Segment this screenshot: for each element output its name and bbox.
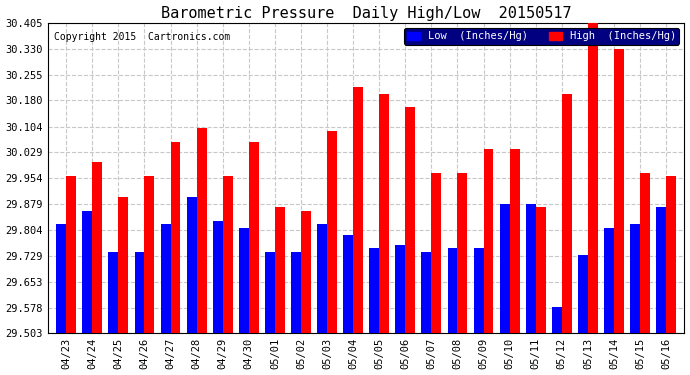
Bar [343,235,353,333]
Bar [353,87,363,333]
Bar [369,248,380,333]
Bar [161,224,170,333]
Bar [395,245,405,333]
Bar [500,204,510,333]
Bar [614,49,624,333]
Bar [92,162,102,333]
Bar [291,252,301,333]
Bar [431,173,442,333]
Bar [82,210,92,333]
Legend: Low  (Inches/Hg), High  (Inches/Hg): Low (Inches/Hg), High (Inches/Hg) [404,28,679,45]
Bar [187,197,197,333]
Bar [66,176,76,333]
Text: Copyright 2015  Cartronics.com: Copyright 2015 Cartronics.com [55,32,230,42]
Bar [119,197,128,333]
Bar [526,204,535,333]
Bar [135,252,144,333]
Bar [327,132,337,333]
Bar [604,228,614,333]
Bar [170,142,181,333]
Bar [57,224,66,333]
Bar [213,221,223,333]
Bar [249,142,259,333]
Bar [301,210,311,333]
Bar [510,148,520,333]
Bar [317,224,327,333]
Bar [473,248,484,333]
Bar [265,252,275,333]
Bar [223,176,233,333]
Title: Barometric Pressure  Daily High/Low  20150517: Barometric Pressure Daily High/Low 20150… [161,6,571,21]
Bar [588,21,598,333]
Bar [578,255,588,333]
Bar [144,176,155,333]
Bar [656,207,666,333]
Bar [275,207,285,333]
Bar [552,307,562,333]
Bar [108,252,119,333]
Bar [239,228,249,333]
Bar [666,176,676,333]
Bar [535,207,546,333]
Bar [448,248,457,333]
Bar [380,94,389,333]
Bar [630,224,640,333]
Bar [457,173,467,333]
Bar [484,148,493,333]
Bar [422,252,431,333]
Bar [197,128,206,333]
Bar [405,107,415,333]
Bar [640,173,650,333]
Bar [562,94,572,333]
